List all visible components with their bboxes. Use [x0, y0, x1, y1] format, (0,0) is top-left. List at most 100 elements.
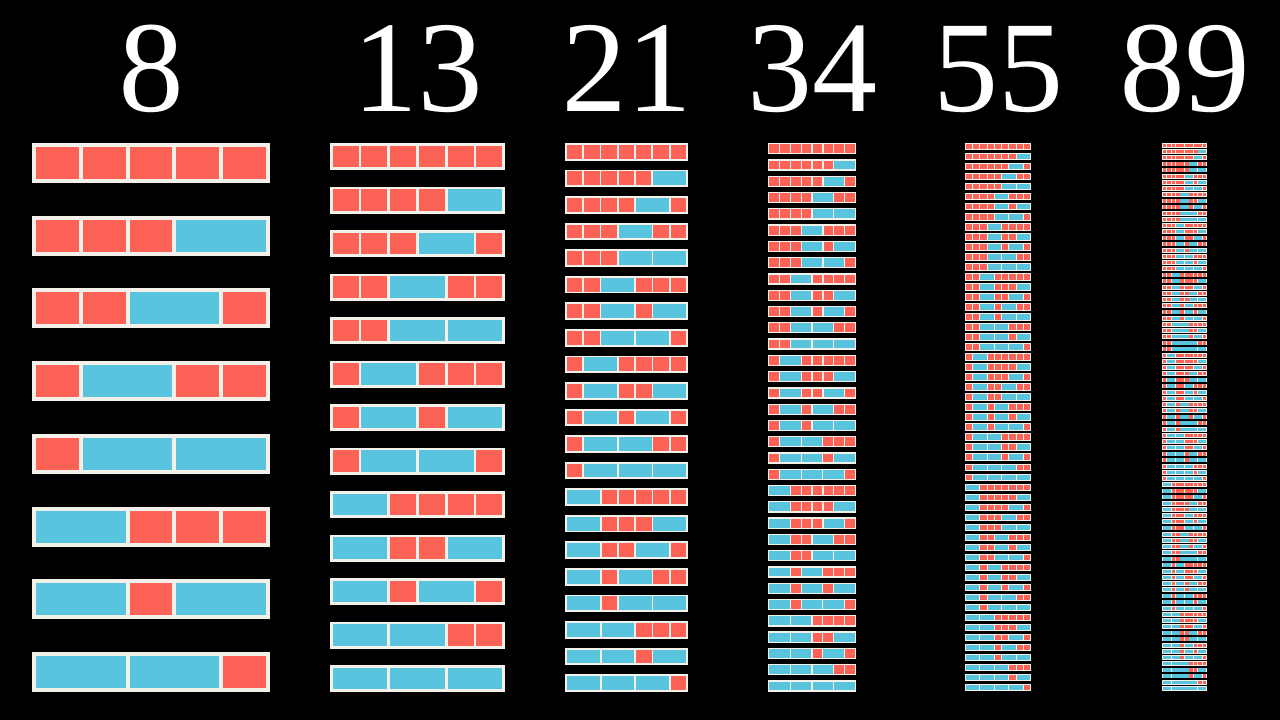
- blue-domino-tile: [980, 624, 994, 631]
- blue-domino-tile: [987, 254, 1002, 260]
- red-square-tile: [1171, 532, 1176, 536]
- red-square-tile: [1180, 297, 1185, 302]
- blue-domino-tile: [636, 410, 669, 425]
- red-square-tile: [973, 274, 980, 280]
- blue-domino-tile: [1193, 526, 1202, 530]
- red-square-tile: [823, 583, 834, 593]
- red-square-tile: [845, 323, 855, 333]
- blue-domino-tile: [1184, 304, 1194, 308]
- red-square-tile: [1175, 415, 1180, 419]
- red-square-tile: [1189, 446, 1194, 450]
- blue-domino-tile: [1180, 538, 1189, 542]
- blue-domino-tile: [780, 421, 801, 430]
- red-square-tile: [1167, 310, 1171, 314]
- red-square-tile: [1023, 684, 1030, 691]
- red-square-tile: [1193, 328, 1198, 333]
- blue-domino-tile: [1009, 294, 1023, 300]
- red-square-tile: [1193, 279, 1198, 283]
- red-square-tile: [1162, 341, 1167, 345]
- tiling-bar: [768, 517, 856, 529]
- red-square-tile: [636, 649, 652, 664]
- red-square-tile: [1189, 353, 1194, 357]
- red-square-tile: [1198, 532, 1202, 536]
- red-square-tile: [1023, 504, 1030, 510]
- red-square-tile: [618, 516, 635, 531]
- red-square-tile: [1184, 612, 1189, 617]
- blue-domino-tile: [1162, 569, 1171, 573]
- red-square-tile: [1162, 217, 1167, 222]
- red-square-tile: [670, 224, 687, 239]
- red-square-tile: [980, 554, 987, 561]
- red-square-tile: [987, 384, 994, 390]
- blue-domino-tile: [1198, 359, 1207, 364]
- tiling-bar: [1162, 661, 1207, 667]
- blue-domino-tile: [980, 284, 994, 290]
- blue-domino-tile: [1193, 674, 1202, 678]
- red-square-tile: [1189, 230, 1194, 234]
- red-square-tile: [966, 454, 973, 460]
- red-square-tile: [1180, 649, 1185, 654]
- red-square-tile: [845, 600, 855, 609]
- red-square-tile: [1016, 384, 1023, 390]
- tiling-bar: [1162, 679, 1207, 685]
- red-square-tile: [1180, 396, 1185, 401]
- blue-domino-tile: [447, 667, 503, 690]
- blue-domino-tile: [980, 644, 994, 651]
- blue-domino-tile: [566, 649, 600, 664]
- blue-domino-tile: [966, 524, 980, 530]
- red-square-tile: [1162, 211, 1167, 215]
- blue-domino-tile: [1189, 507, 1198, 512]
- blue-domino-tile: [1171, 643, 1180, 647]
- red-square-tile: [1016, 564, 1023, 571]
- red-square-tile: [670, 357, 687, 372]
- red-square-tile: [1002, 564, 1009, 571]
- red-square-tile: [1193, 304, 1198, 308]
- red-square-tile: [1193, 409, 1198, 413]
- red-square-tile: [1162, 291, 1167, 296]
- blue-domino-tile: [1167, 365, 1176, 370]
- blue-domino-tile: [769, 551, 790, 561]
- red-square-tile: [980, 154, 987, 160]
- red-square-tile: [987, 494, 994, 500]
- tiling-bar: [1162, 223, 1207, 228]
- blue-domino-tile: [1198, 427, 1207, 431]
- blue-domino-tile: [980, 344, 994, 350]
- red-square-tile: [390, 537, 417, 559]
- tiling-bar: [965, 343, 1031, 351]
- blue-domino-tile: [1180, 557, 1189, 561]
- blue-domino-tile: [566, 569, 600, 584]
- red-square-tile: [801, 551, 812, 561]
- tilings-column: [32, 143, 270, 692]
- blue-domino-tile: [332, 493, 388, 516]
- red-square-tile: [1176, 180, 1180, 185]
- red-square-tile: [1198, 372, 1202, 376]
- red-square-tile: [1189, 236, 1194, 240]
- red-square-tile: [223, 147, 266, 179]
- blue-domino-tile: [1198, 409, 1207, 413]
- red-square-tile: [476, 145, 503, 168]
- red-square-tile: [1171, 180, 1176, 185]
- blue-domino-tile: [812, 665, 834, 675]
- blue-domino-tile: [966, 484, 980, 490]
- tiling-bar: [1162, 538, 1207, 543]
- blue-domino-tile: [973, 454, 987, 460]
- red-square-tile: [966, 404, 973, 410]
- tiling-bar: [768, 224, 856, 236]
- red-square-tile: [1171, 575, 1176, 580]
- red-square-tile: [994, 374, 1002, 380]
- blue-domino-tile: [823, 469, 844, 479]
- red-square-tile: [1016, 644, 1023, 651]
- red-square-tile: [636, 357, 652, 372]
- red-square-tile: [780, 193, 790, 202]
- red-square-tile: [966, 354, 973, 360]
- red-square-tile: [1189, 618, 1194, 623]
- blue-domino-tile: [1198, 649, 1207, 654]
- red-square-tile: [1171, 254, 1176, 259]
- red-square-tile: [834, 193, 844, 202]
- blue-domino-tile: [1162, 686, 1171, 691]
- blue-domino-tile: [1198, 310, 1207, 314]
- red-square-tile: [1189, 538, 1194, 542]
- red-square-tile: [1162, 186, 1167, 191]
- red-square-tile: [966, 264, 973, 270]
- red-square-tile: [1193, 273, 1198, 277]
